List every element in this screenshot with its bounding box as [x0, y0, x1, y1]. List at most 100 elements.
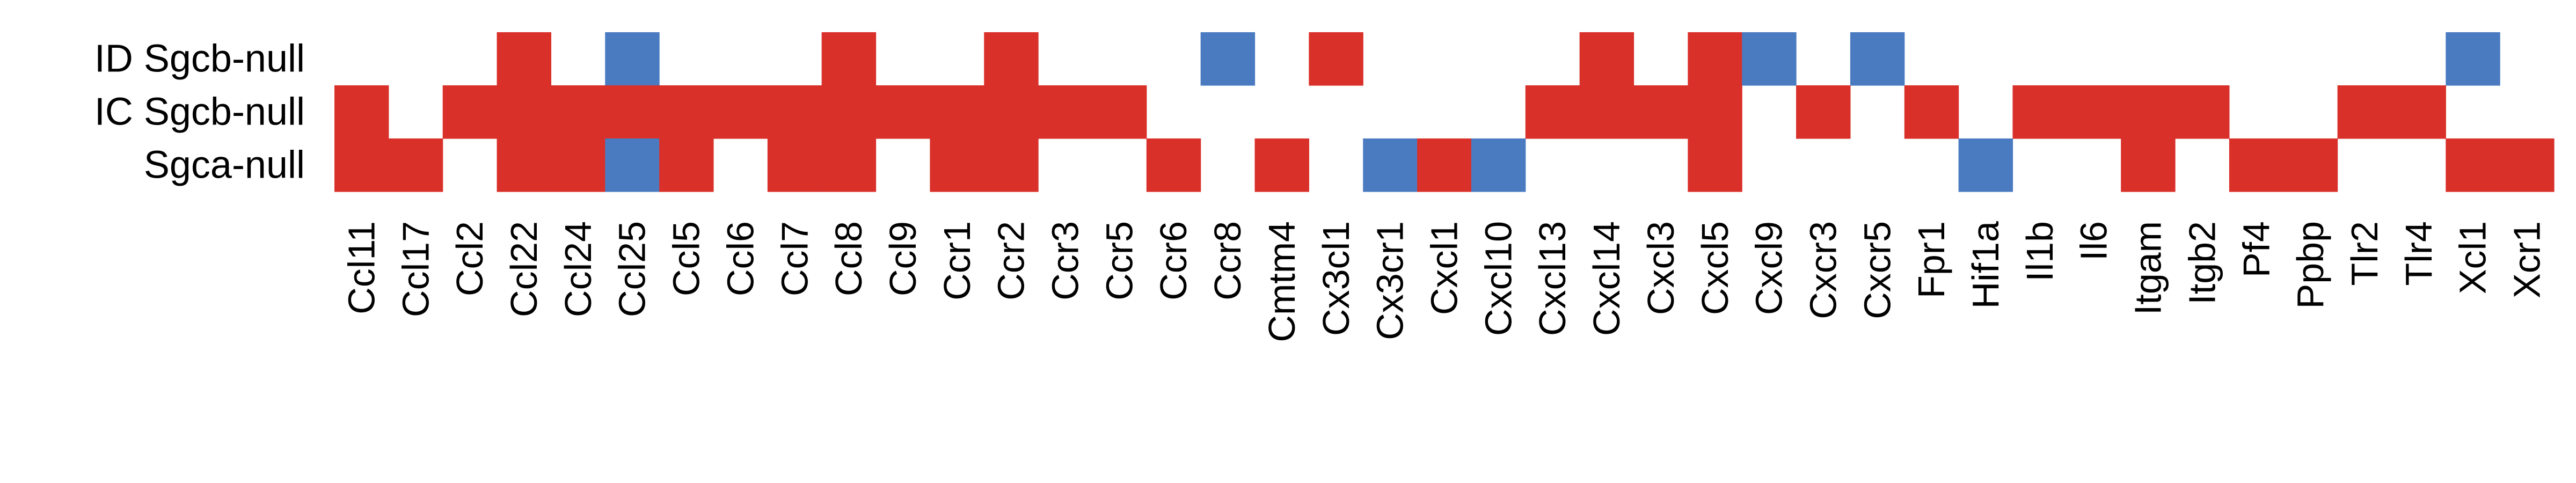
column-label: Cx3cr1 [1369, 221, 1411, 340]
column-label: Ccr3 [1045, 221, 1086, 301]
heatmap-cell [1633, 85, 1688, 139]
heatmap-cell [1579, 32, 1634, 86]
column-label: Cxcl14 [1586, 221, 1628, 336]
heatmap-cell [1471, 138, 1526, 192]
heatmap-cell [1309, 32, 1363, 86]
row-label: Sgca-null [144, 144, 305, 187]
heatmap-cell [2446, 32, 2500, 86]
heatmap-cell [2337, 85, 2392, 139]
heatmap-cell [2121, 138, 2176, 192]
heatmap-cell [713, 85, 768, 139]
column-label: Ccl8 [828, 221, 870, 296]
heatmap-cell [442, 85, 498, 139]
column-label: Itgam [2127, 221, 2169, 315]
column-label: Cxcl3 [1640, 221, 1682, 315]
heatmap-cell [2175, 85, 2230, 139]
heatmap-cell [2283, 138, 2338, 192]
heatmap-cell [334, 138, 389, 192]
column-label: Ccl7 [773, 221, 815, 296]
heatmap-cell [2121, 85, 2176, 139]
heatmap-cell [821, 85, 877, 139]
heatmap-cell [1525, 85, 1580, 139]
heatmap-cell [984, 32, 1039, 86]
column-label: Ccl22 [503, 221, 545, 317]
heatmap-cell [2012, 85, 2067, 139]
heatmap-cell [767, 138, 822, 192]
column-label: Ccl25 [611, 221, 653, 317]
column-label: Xcr1 [2506, 221, 2548, 298]
column-label: Hif1a [1965, 221, 2006, 309]
column-label: Il1b [2019, 221, 2061, 282]
column-label: Ccr1 [936, 221, 978, 301]
column-label: Cxcr5 [1856, 221, 1898, 319]
heatmap-cell [930, 85, 984, 139]
column-label: Cmtm4 [1261, 221, 1303, 342]
heatmap-cells [334, 32, 2555, 192]
heatmap-cell [659, 85, 714, 139]
column-label: Ppbp [2289, 221, 2331, 309]
row-label: ID Sgcb-null [94, 38, 305, 80]
column-label: Ccr8 [1207, 221, 1249, 301]
heatmap-cell [2067, 85, 2121, 139]
column-label: Ccl9 [882, 221, 924, 296]
heatmap-cell [497, 32, 552, 86]
column-label: Ccl5 [666, 221, 707, 296]
heatmap-cell [1688, 32, 1742, 86]
heatmap-cell [1254, 138, 1309, 192]
heatmap-cell [1796, 85, 1851, 139]
column-label: Ccr6 [1152, 221, 1194, 301]
heatmap-cell [767, 85, 822, 139]
heatmap-cell [984, 85, 1039, 139]
heatmap-cell [1363, 138, 1418, 192]
column-label: Fpr1 [1910, 221, 1952, 298]
column-label: Xcl1 [2452, 221, 2494, 294]
heatmap-cell [2446, 138, 2500, 192]
column-label: Cxcr3 [1802, 221, 1844, 319]
heatmap-cell [1146, 138, 1201, 192]
column-label: Cxcl10 [1477, 221, 1519, 336]
column-label: Tlr2 [2344, 221, 2385, 286]
heatmap-cell [1038, 85, 1093, 139]
column-label: Ccl2 [449, 221, 491, 296]
heatmap-cell [984, 138, 1039, 192]
heatmap-cell [605, 138, 660, 192]
heatmap-cell [1092, 85, 1147, 139]
heatmap-cell [1688, 85, 1742, 139]
column-labels: Ccl11 Ccl17 Ccl2 Ccl22 Ccl24 Ccl25 Ccl5 Ccl6 Ccl… [340, 221, 2548, 342]
heatmap-cell [659, 138, 714, 192]
heatmap-cell [1850, 32, 1905, 86]
heatmap-cell [1688, 138, 1742, 192]
column-label: Itgb2 [2181, 221, 2223, 305]
column-label: Ccl24 [557, 221, 599, 317]
column-label: Ccr5 [1098, 221, 1140, 301]
heatmap-cell [2391, 85, 2446, 139]
heatmap-cell [1742, 32, 1797, 86]
heatmap-cell [605, 85, 660, 139]
heatmap-cell [1417, 138, 1472, 192]
heatmap-cell [334, 85, 389, 139]
heatmap-cell [551, 138, 605, 192]
heatmap-cell [930, 138, 984, 192]
heatmap-cell [2500, 138, 2555, 192]
heatmap-cell [497, 138, 552, 192]
heatmap-cell [1958, 138, 2013, 192]
column-label: Tlr4 [2398, 221, 2440, 286]
column-label: Cxcl9 [1748, 221, 1790, 315]
column-label: Cxcl13 [1531, 221, 1573, 336]
column-label: Ccl17 [395, 221, 436, 317]
column-label: Cxcl1 [1424, 221, 1465, 315]
heatmap-cell [821, 32, 877, 86]
heatmap-cell [2229, 138, 2284, 192]
row-label: IC Sgcb-null [94, 91, 305, 134]
heatmap-cell [1200, 32, 1256, 86]
column-label: Cxcl5 [1694, 221, 1736, 315]
row-labels: ID Sgcb-null IC Sgcb-null Sgca-null [94, 38, 305, 187]
heatmap-cell [875, 85, 930, 139]
heatmap-cell [1904, 85, 1959, 139]
heatmap-cell [497, 85, 552, 139]
heatmap-cell [551, 85, 605, 139]
column-label: Ccr2 [990, 221, 1032, 301]
column-label: Il6 [2073, 221, 2115, 261]
column-label: Ccl11 [340, 221, 382, 314]
